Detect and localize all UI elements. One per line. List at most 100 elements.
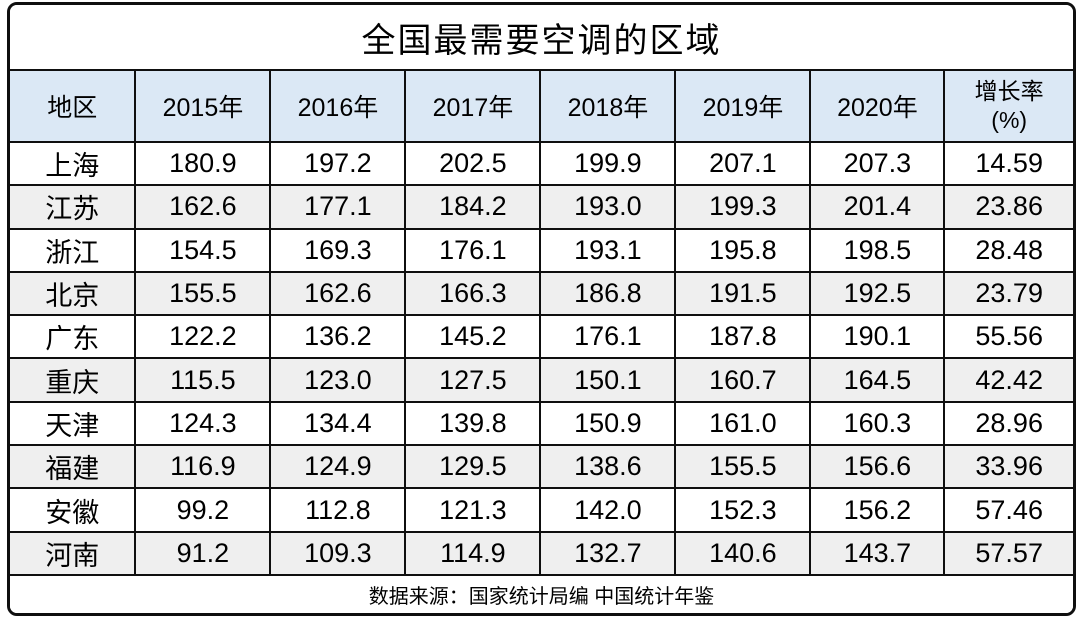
value-cell: 155.5 (674, 444, 812, 490)
value-cell: 180.9 (134, 140, 272, 187)
value-cell: 166.3 (404, 270, 542, 317)
region-cell: 河南 (10, 530, 137, 577)
table-row: 江苏 162.6 177.1 184.2 193.0 199.3 201.4 2… (10, 184, 1073, 230)
value-cell: 136.2 (269, 314, 407, 360)
value-cell: 207.1 (674, 140, 812, 187)
header-row: 地区 2015年 2016年 2017年 2018年 2019年 2020年 增… (10, 71, 1073, 143)
value-cell: 91.2 (134, 530, 272, 577)
value-cell: 199.3 (674, 184, 812, 230)
data-table: 地区 2015年 2016年 2017年 2018年 2019年 2020年 增… (10, 71, 1073, 577)
value-cell: 150.1 (539, 357, 677, 403)
col-header-2016: 2016年 (269, 71, 407, 143)
value-cell: 207.3 (809, 140, 946, 187)
value-cell: 162.6 (134, 184, 272, 230)
value-cell: 202.5 (404, 140, 542, 187)
table-row: 安徽 99.2 112.8 121.3 142.0 152.3 156.2 57… (10, 487, 1073, 533)
value-cell: 162.6 (269, 270, 407, 317)
col-header-2015: 2015年 (134, 71, 272, 143)
value-cell: 114.9 (404, 530, 542, 577)
growth-cell: 57.46 (943, 487, 1073, 533)
data-source: 数据来源：国家统计局编 中国统计年鉴 (10, 576, 1073, 613)
region-cell: 天津 (10, 400, 137, 447)
value-cell: 160.3 (809, 400, 946, 447)
growth-cell: 23.79 (943, 270, 1073, 317)
value-cell: 187.8 (674, 314, 812, 360)
value-cell: 122.2 (134, 314, 272, 360)
value-cell: 150.9 (539, 400, 677, 447)
value-cell: 192.5 (809, 270, 946, 317)
table-row: 北京 155.5 162.6 166.3 186.8 191.5 192.5 2… (10, 270, 1073, 317)
region-cell: 上海 (10, 140, 137, 187)
value-cell: 143.7 (809, 530, 946, 577)
growth-cell: 28.48 (943, 227, 1073, 273)
value-cell: 195.8 (674, 227, 812, 273)
region-cell: 江苏 (10, 184, 137, 230)
table-row: 浙江 154.5 169.3 176.1 193.1 195.8 198.5 2… (10, 227, 1073, 273)
value-cell: 184.2 (404, 184, 542, 230)
value-cell: 112.8 (269, 487, 407, 533)
region-cell: 福建 (10, 444, 137, 490)
value-cell: 190.1 (809, 314, 946, 360)
table-card: 全国最需要空调的区域 地区 2015年 2016年 2017年 2018年 (7, 2, 1076, 616)
col-header-2019: 2019年 (674, 71, 812, 143)
col-header-2020: 2020年 (809, 71, 946, 143)
table-row: 重庆 115.5 123.0 127.5 150.1 160.7 164.5 4… (10, 357, 1073, 403)
region-cell: 重庆 (10, 357, 137, 403)
growth-cell: 55.56 (943, 314, 1073, 360)
region-cell: 北京 (10, 270, 137, 317)
value-cell: 155.5 (134, 270, 272, 317)
value-cell: 129.5 (404, 444, 542, 490)
value-cell: 124.3 (134, 400, 272, 447)
value-cell: 198.5 (809, 227, 946, 273)
growth-cell: 28.96 (943, 400, 1073, 447)
value-cell: 169.3 (269, 227, 407, 273)
value-cell: 199.9 (539, 140, 677, 187)
value-cell: 145.2 (404, 314, 542, 360)
value-cell: 123.0 (269, 357, 407, 403)
growth-cell: 42.42 (943, 357, 1073, 403)
table-row: 福建 116.9 124.9 129.5 138.6 155.5 156.6 3… (10, 444, 1073, 490)
growth-cell: 57.57 (943, 530, 1073, 577)
value-cell: 138.6 (539, 444, 677, 490)
value-cell: 176.1 (539, 314, 677, 360)
region-cell: 广东 (10, 314, 137, 360)
value-cell: 109.3 (269, 530, 407, 577)
region-cell: 安徽 (10, 487, 137, 533)
col-header-region: 地区 (10, 71, 137, 143)
col-header-2017: 2017年 (404, 71, 542, 143)
value-cell: 154.5 (134, 227, 272, 273)
region-cell: 浙江 (10, 227, 137, 273)
value-cell: 156.6 (809, 444, 946, 490)
growth-cell: 33.96 (943, 444, 1073, 490)
value-cell: 124.9 (269, 444, 407, 490)
growth-cell: 14.59 (943, 140, 1073, 187)
growth-cell: 23.86 (943, 184, 1073, 230)
value-cell: 142.0 (539, 487, 677, 533)
table-row: 上海 180.9 197.2 202.5 199.9 207.1 207.3 1… (10, 140, 1073, 187)
value-cell: 191.5 (674, 270, 812, 317)
value-cell: 132.7 (539, 530, 677, 577)
value-cell: 186.8 (539, 270, 677, 317)
table-row: 河南 91.2 109.3 114.9 132.7 140.6 143.7 57… (10, 530, 1073, 577)
table-row: 天津 124.3 134.4 139.8 150.9 161.0 160.3 2… (10, 400, 1073, 447)
value-cell: 197.2 (269, 140, 407, 187)
value-cell: 156.2 (809, 487, 946, 533)
value-cell: 201.4 (809, 184, 946, 230)
table-title: 全国最需要空调的区域 (10, 5, 1073, 71)
table-container: 地区 2015年 2016年 2017年 2018年 2019年 2020年 增… (10, 71, 1073, 577)
value-cell: 177.1 (269, 184, 407, 230)
value-cell: 99.2 (134, 487, 272, 533)
value-cell: 127.5 (404, 357, 542, 403)
value-cell: 139.8 (404, 400, 542, 447)
col-header-2018: 2018年 (539, 71, 677, 143)
value-cell: 116.9 (134, 444, 272, 490)
value-cell: 134.4 (269, 400, 407, 447)
col-header-growth: 增长率 (%) (943, 71, 1073, 143)
value-cell: 152.3 (674, 487, 812, 533)
value-cell: 193.0 (539, 184, 677, 230)
table-row: 广东 122.2 136.2 145.2 176.1 187.8 190.1 5… (10, 314, 1073, 360)
value-cell: 115.5 (134, 357, 272, 403)
value-cell: 140.6 (674, 530, 812, 577)
value-cell: 164.5 (809, 357, 946, 403)
value-cell: 193.1 (539, 227, 677, 273)
